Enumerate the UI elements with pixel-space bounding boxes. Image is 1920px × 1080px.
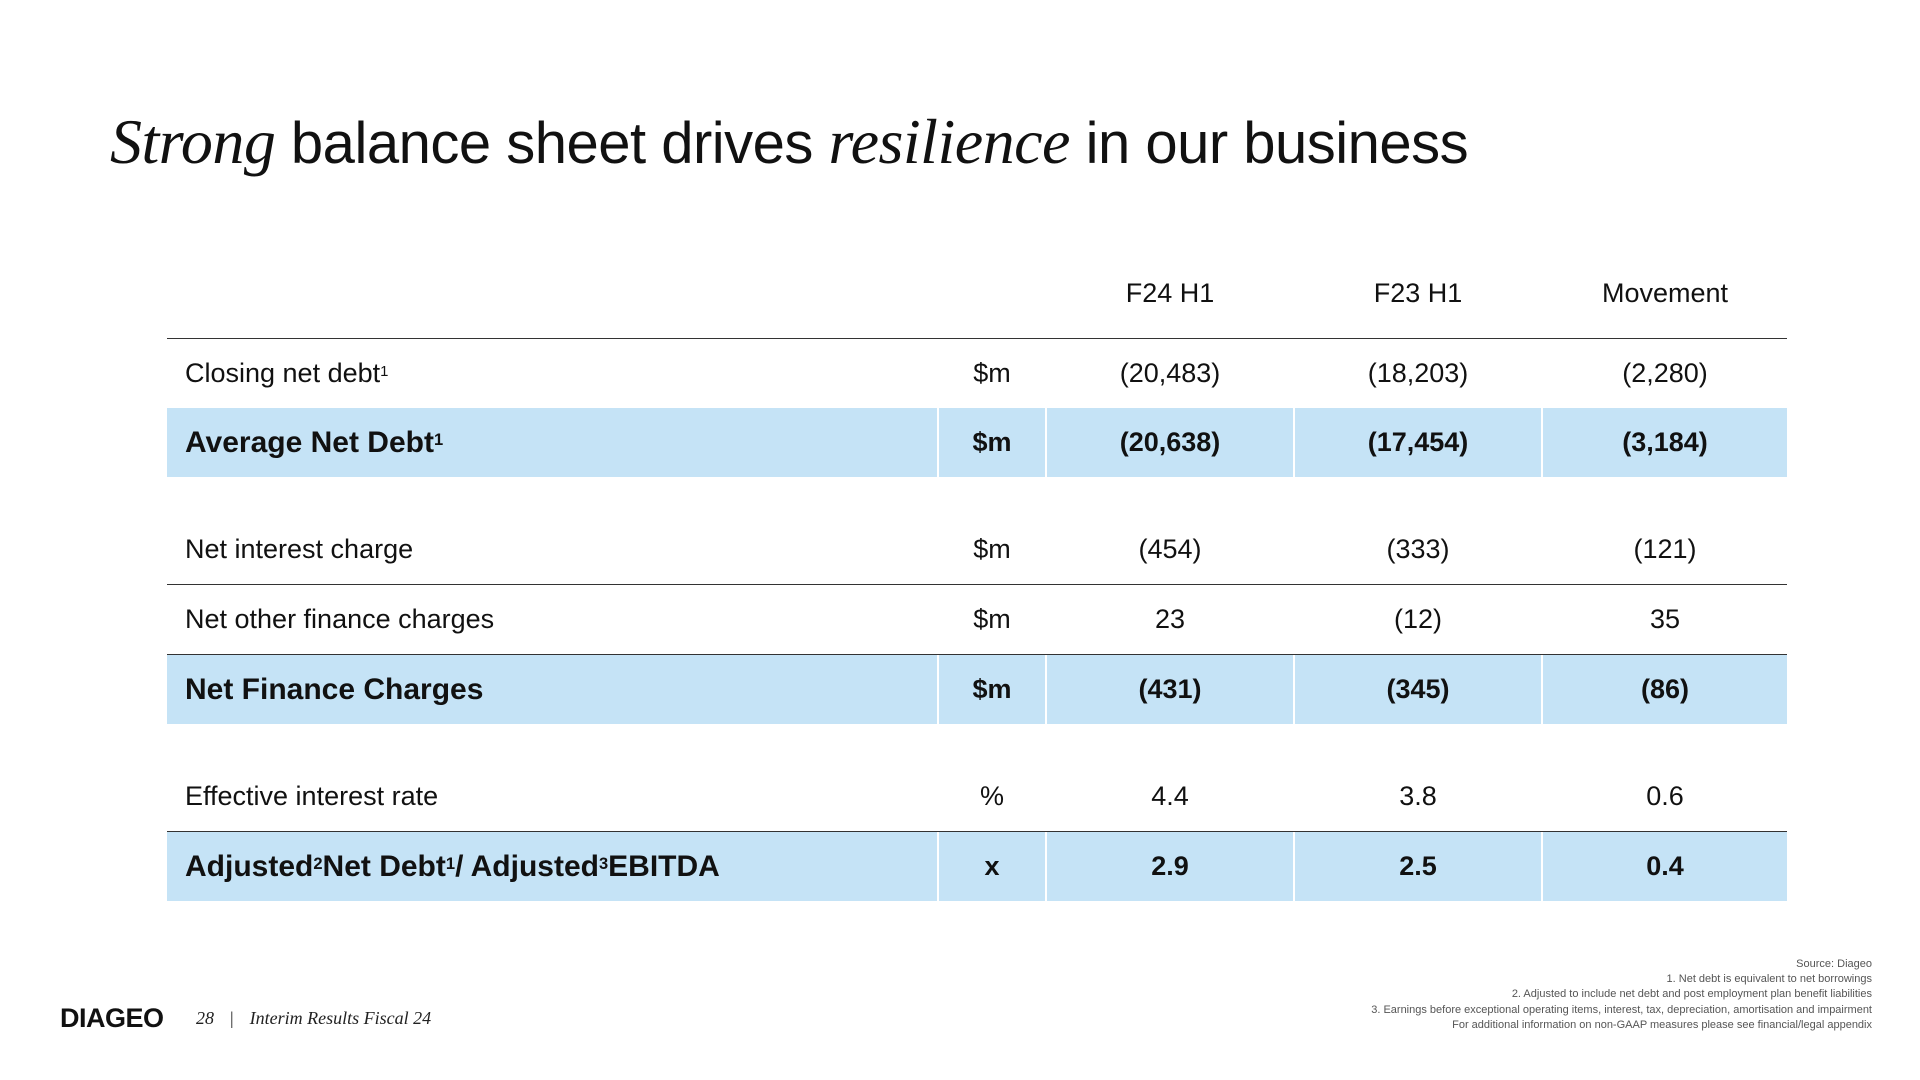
row-f24-value: (454) [1138,534,1202,564]
table-row-net-debt-to-ebitda: Adjusted 2 Net Debt 1 / Adjusted 3 EBITDA x… [167,832,1787,901]
page-number: 28 [196,1008,214,1028]
document-title: Interim Results Fiscal 24 [249,1008,432,1028]
row-label: Effective interest rate [185,781,439,811]
row-f23-value: 3.8 [1399,781,1437,811]
row-label: Average Net Debt 1 [167,408,937,477]
row-unit: $m [939,408,1045,477]
row-unit: $m [973,604,1011,634]
header-movement: Movement [1601,278,1729,308]
footnote-1: 1. Net debt is equivalent to net borrowi… [1666,973,1872,986]
row-label: Closing net debt 1 [185,358,389,388]
table-header: F24 H1 F23 H1 Movement [167,260,1787,339]
row-label: Net interest charge [185,534,414,564]
row-f24-value: 23 [1154,604,1186,634]
row-unit: $m [973,534,1011,564]
row-f23-value: 2.5 [1295,832,1541,901]
row-spacer [167,724,1787,762]
table-row-effective-interest-rate: Effective interest rate % 4.4 3.8 0.6 [167,762,1787,832]
row-f24-value: (431) [1047,655,1293,724]
row-movement-value: (3,184) [1543,408,1787,477]
table-row-closing-net-debt: Closing net debt 1 $m (20,483) (18,203) (… [167,339,1787,408]
row-f23-value: (345) [1295,655,1541,724]
finance-table: F24 H1 F23 H1 Movement Closing net debt 1… [167,260,1787,901]
slide-title: Strong balance sheet drives resilience i… [110,105,1469,179]
title-resilience: resilience [828,106,1071,177]
row-f23-value: (12) [1393,604,1442,634]
diageo-logo: DIAGEO [60,1003,164,1033]
table-row-net-other-finance-charges: Net other finance charges $m 23 (12) 35 [167,585,1787,655]
row-label: Net other finance charges [185,604,495,634]
table-row-net-interest-charge: Net interest charge $m (454) (333) (121) [167,515,1787,585]
table-row-average-net-debt: Average Net Debt 1 $m (20,638) (17,454) (… [167,408,1787,477]
row-spacer [167,477,1787,515]
row-f24-value: 2.9 [1047,832,1293,901]
row-f23-value: (17,454) [1295,408,1541,477]
footnotes: Source: Diageo 1. Net debt is equivalent… [1172,957,1872,1033]
row-label: Adjusted 2 Net Debt 1 / Adjusted 3 EBITDA [167,832,937,901]
row-unit: $m [939,655,1045,724]
title-strong: Strong [110,106,276,177]
table-row-net-finance-charges: Net Finance Charges $m (431) (345) (86) [167,655,1787,724]
row-unit: % [979,781,1004,811]
row-label: Net Finance Charges [167,655,937,724]
row-unit: $m [973,358,1011,388]
row-movement-value: 0.6 [1646,781,1684,811]
header-f23: F23 H1 [1373,278,1463,308]
row-f24-value: (20,483) [1119,358,1221,388]
row-movement-value: (121) [1633,534,1697,564]
footnote-2: 2. Adjusted to include net debt and post… [1511,988,1872,1001]
header-f24: F24 H1 [1125,278,1215,308]
row-movement-value: (2,280) [1622,358,1708,388]
row-unit: x [939,832,1045,901]
footer-separator: | [230,1008,234,1028]
row-movement-value: 0.4 [1543,832,1787,901]
row-movement-value: 35 [1649,604,1681,634]
title-end: in our business [1069,111,1469,176]
row-f23-value: (18,203) [1367,358,1469,388]
footnote-source: Source: Diageo [1796,958,1872,970]
footnote-3: 3. Earnings before exceptional operating… [1371,1003,1872,1016]
footnote-appendix: For additional information on non-GAAP m… [1452,1018,1872,1031]
row-f23-value: (333) [1386,534,1450,564]
title-middle: balance sheet drives [275,111,829,176]
footer-page-info: 28 | Interim Results Fiscal 24 [196,1008,431,1029]
row-f24-value: 4.4 [1151,781,1189,811]
row-movement-value: (86) [1543,655,1787,724]
row-f24-value: (20,638) [1047,408,1293,477]
